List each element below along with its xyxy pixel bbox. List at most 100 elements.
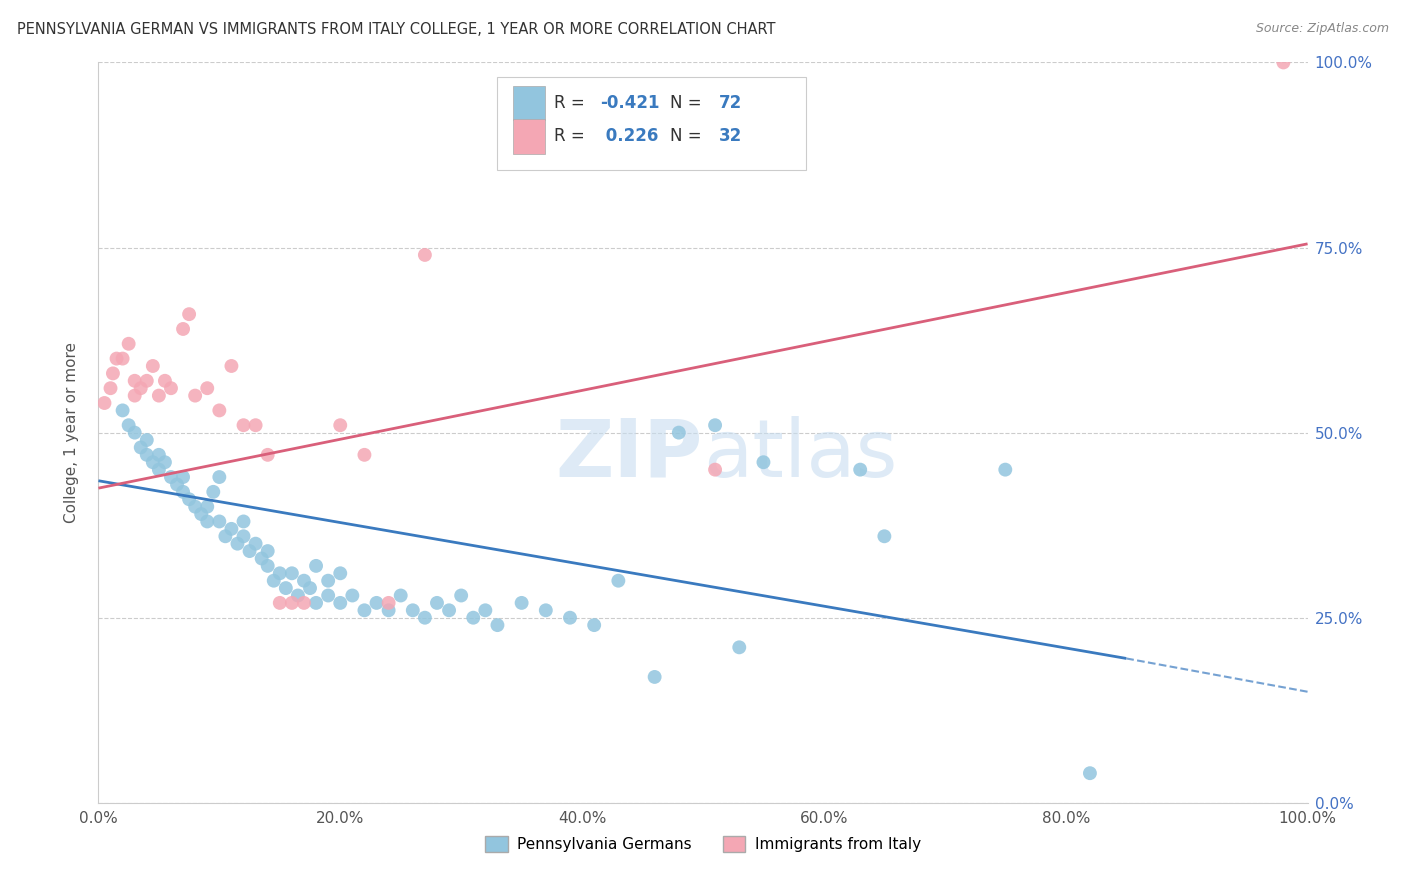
Point [644,670,666,684]
Point [100,381,122,395]
Point [195,515,218,529]
Point [256,544,278,558]
Point [486,618,509,632]
Point [124,374,146,388]
Point [148,448,170,462]
Point [269,596,291,610]
Point [329,596,352,610]
Point [994,462,1017,476]
Point [426,596,449,610]
Point [129,381,152,395]
Text: N =: N = [671,128,707,145]
Text: R =: R = [554,95,591,112]
Point [607,574,630,588]
Point [450,589,472,603]
Point [292,574,315,588]
Point [305,558,328,573]
FancyBboxPatch shape [513,87,544,120]
Point [299,581,322,595]
Point [184,388,207,402]
Point [287,589,309,603]
Point [148,462,170,476]
Point [463,610,485,624]
Text: R =: R = [554,128,591,145]
Point [316,574,339,588]
Point [184,500,207,514]
Point [105,351,128,366]
Point [342,589,364,603]
Point [281,566,304,581]
Point [111,403,134,417]
Text: -0.421: -0.421 [600,95,659,112]
Point [226,536,249,550]
Point [232,418,254,433]
Point [160,470,183,484]
Point [135,374,157,388]
Point [232,515,254,529]
Point [316,589,339,603]
Point [172,470,194,484]
Text: atlas: atlas [703,416,897,494]
Point [135,433,157,447]
Point [281,596,304,610]
Point [377,596,399,610]
Point [353,603,375,617]
FancyBboxPatch shape [513,120,544,153]
Point [292,596,315,610]
Point [329,418,352,433]
Point [221,522,243,536]
Point [172,322,194,336]
Text: 72: 72 [718,95,742,112]
Point [437,603,460,617]
Point [474,603,496,617]
Point [402,603,425,617]
Text: 0.226: 0.226 [600,128,658,145]
Point [305,596,328,610]
Point [153,374,176,388]
Point [263,574,285,588]
Point [195,500,218,514]
Point [704,418,727,433]
Point [179,492,201,507]
Point [353,448,375,462]
Point [250,551,273,566]
Point [329,566,352,581]
Point [704,462,727,476]
Text: Source: ZipAtlas.com: Source: ZipAtlas.com [1256,22,1389,36]
Point [849,462,872,476]
Point [118,418,141,433]
Point [153,455,176,469]
Point [111,351,134,366]
Point [208,470,231,484]
Point [1078,766,1101,780]
Point [256,558,278,573]
Point [160,381,183,395]
Point [558,610,581,624]
Point [274,581,297,595]
Point [208,403,231,417]
Text: ZIP: ZIP [555,416,703,494]
Point [118,336,141,351]
Point [179,307,201,321]
Point [245,418,267,433]
Point [135,448,157,462]
Point [668,425,690,440]
Point [166,477,188,491]
Point [202,484,225,499]
Point [1272,55,1295,70]
Point [256,448,278,462]
Point [728,640,751,655]
Text: 32: 32 [718,128,742,145]
Point [148,388,170,402]
Point [389,589,412,603]
Y-axis label: College, 1 year or more: College, 1 year or more [65,343,79,523]
Point [221,359,243,373]
Point [195,381,218,395]
FancyBboxPatch shape [498,78,806,169]
Point [366,596,388,610]
Point [232,529,254,543]
Point [214,529,236,543]
Point [413,610,436,624]
Point [239,544,262,558]
Point [208,515,231,529]
